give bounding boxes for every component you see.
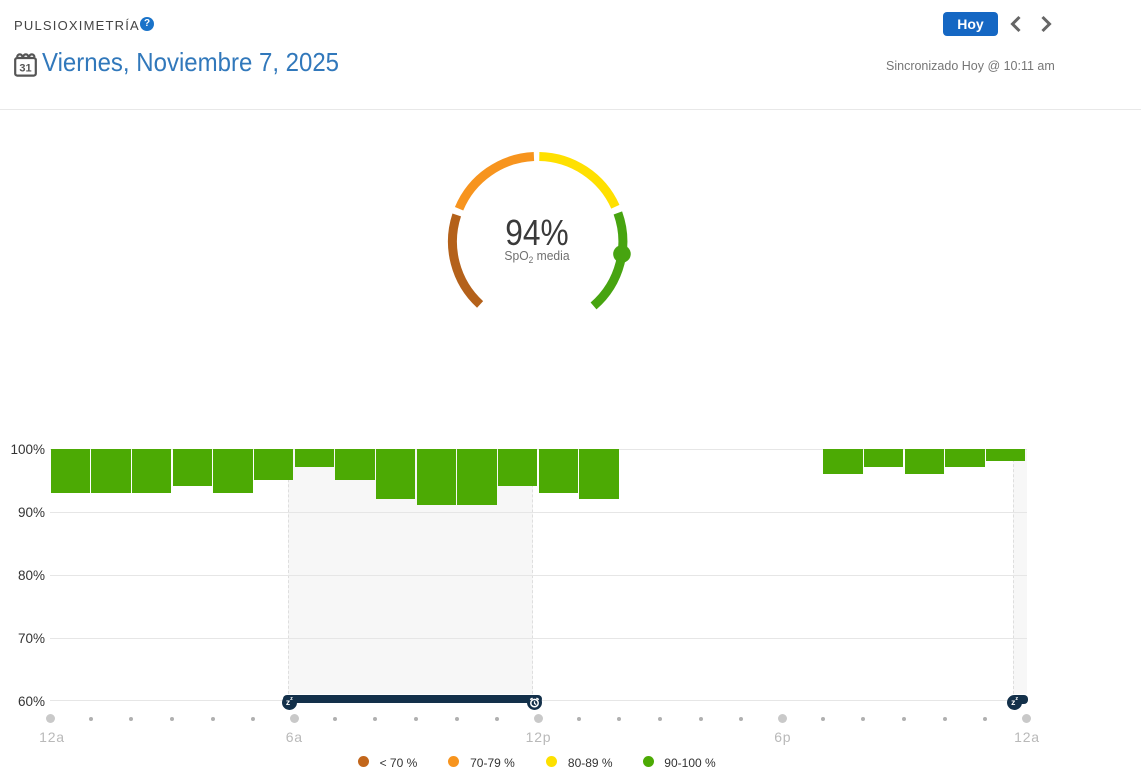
svg-text:31: 31 bbox=[19, 63, 31, 75]
